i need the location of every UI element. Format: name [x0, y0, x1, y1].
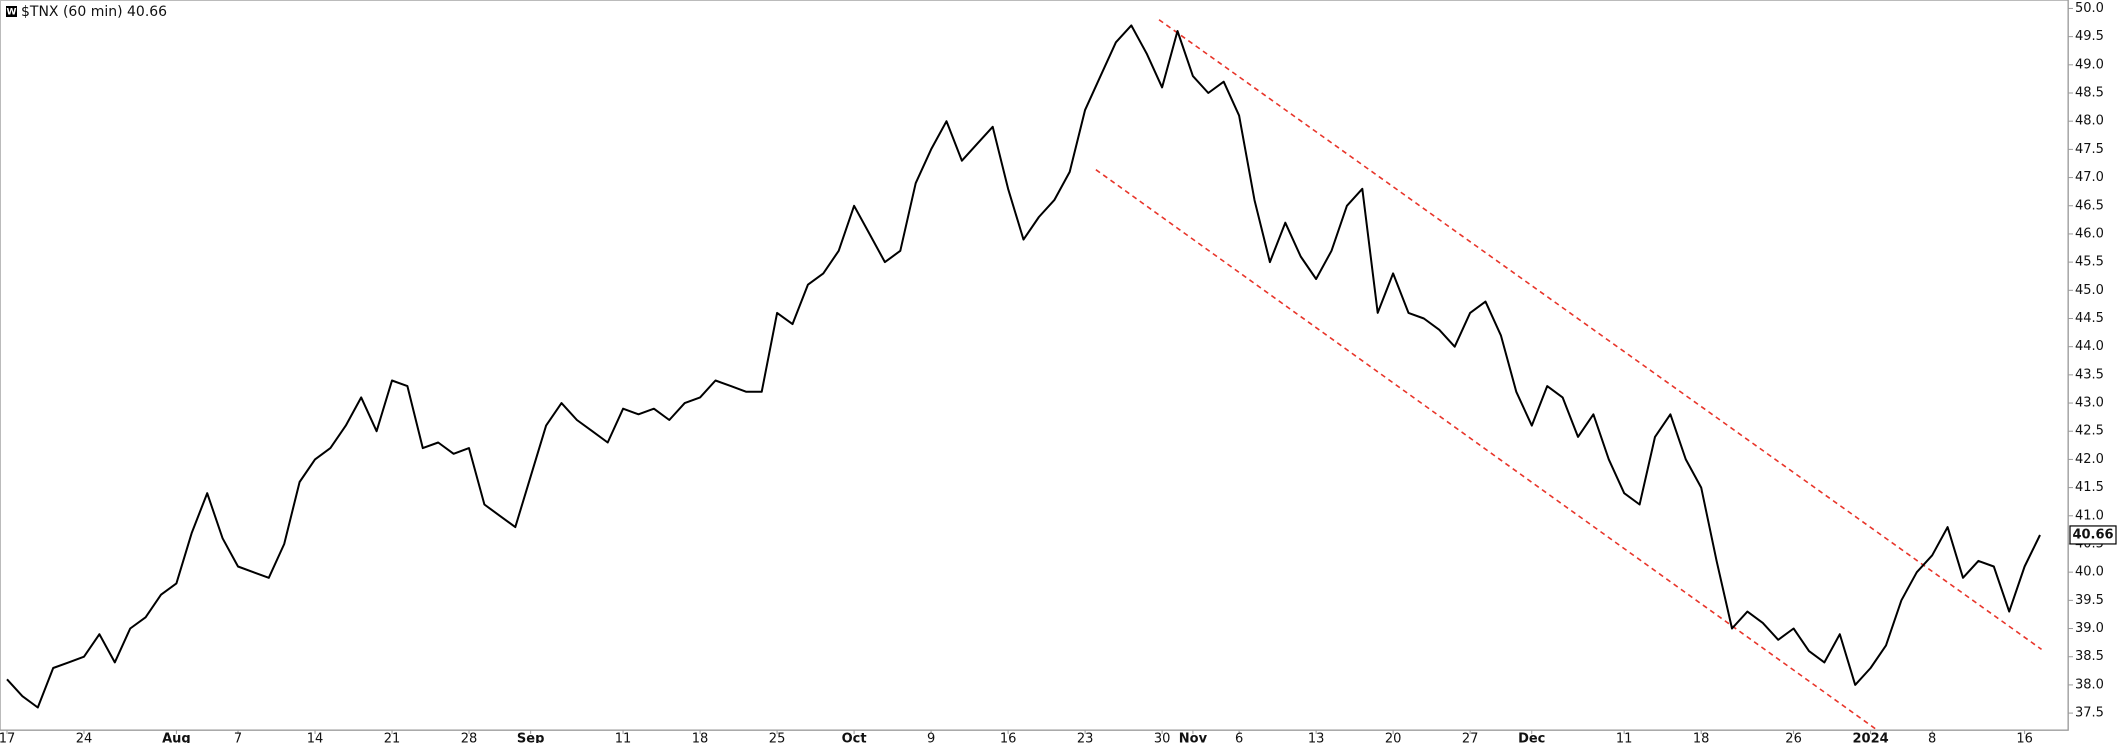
- chart-title: $TNX (60 min) 40.66: [21, 4, 167, 20]
- plot-frame: [0, 0, 2069, 731]
- x-tick-label: 28: [461, 732, 478, 743]
- x-tick-label: 21: [384, 732, 401, 743]
- x-tick-label: 27: [1462, 732, 1479, 743]
- x-tick-label: 30: [1154, 732, 1171, 743]
- y-tick-label: 40.0: [2075, 565, 2104, 580]
- trendline: [1158, 19, 2043, 651]
- y-tick-label: 44.0: [2075, 339, 2104, 354]
- x-tick-label: 23: [1077, 732, 1094, 743]
- y-tick-label: 39.5: [2075, 593, 2104, 608]
- x-tick-label: 18: [1693, 732, 1710, 743]
- x-tick-label: 24: [76, 732, 93, 743]
- y-tick-label: 49.0: [2075, 57, 2104, 72]
- y-tick-label: 50.0: [2075, 1, 2104, 16]
- y-tick-label: 37.5: [2075, 706, 2104, 721]
- x-tick-label: 14: [307, 732, 324, 743]
- last-price-label: 40.66: [2072, 527, 2113, 542]
- x-tick-label: Aug: [162, 732, 191, 743]
- y-tick-label: 42.5: [2075, 424, 2104, 439]
- y-tick-label: 38.5: [2075, 649, 2104, 664]
- x-tick-label: 16: [1000, 732, 1017, 743]
- x-tick-label: 8: [1928, 732, 1936, 743]
- x-tick-label: 2024: [1852, 732, 1888, 743]
- x-tick-label: 16: [2016, 732, 2033, 743]
- y-tick-label: 43.0: [2075, 396, 2104, 411]
- y-tick-label: 41.5: [2075, 480, 2104, 495]
- x-tick-label: 11: [1616, 732, 1633, 743]
- y-tick-label: 39.0: [2075, 621, 2104, 636]
- y-tick-label: 46.5: [2075, 198, 2104, 213]
- plot-area: [6, 19, 2043, 730]
- x-tick-label: Oct: [842, 732, 867, 743]
- x-tick-label: 13: [1308, 732, 1325, 743]
- x-tick-label: 7: [234, 732, 242, 743]
- x-tick-label: Dec: [1518, 732, 1545, 743]
- y-tick-label: 47.5: [2075, 142, 2104, 157]
- y-tick-label: 49.5: [2075, 29, 2104, 44]
- y-tick-label: 44.5: [2075, 311, 2104, 326]
- svg-text:W: W: [7, 8, 17, 18]
- x-tick-label: 6: [1235, 732, 1243, 743]
- y-tick-label: 48.5: [2075, 86, 2104, 101]
- x-tick-label: 9: [927, 732, 935, 743]
- x-tick-label: 11: [615, 732, 632, 743]
- x-tick-label: 18: [692, 732, 709, 743]
- x-tick-label: 26: [1785, 732, 1802, 743]
- y-tick-label: 38.0: [2075, 677, 2104, 692]
- y-tick-label: 42.0: [2075, 452, 2104, 467]
- price-line: [6, 24, 2041, 709]
- logo-icon: W: [6, 6, 17, 18]
- y-tick-label: 47.0: [2075, 170, 2104, 185]
- x-tick-label: 25: [769, 732, 786, 743]
- x-tick-label: Nov: [1179, 732, 1208, 743]
- y-tick-label: 41.0: [2075, 508, 2104, 523]
- y-tick-label: 45.5: [2075, 255, 2104, 270]
- y-tick-label: 46.0: [2075, 226, 2104, 241]
- x-tick-label: 17: [0, 732, 15, 743]
- x-tick-label: Sep: [517, 732, 545, 743]
- y-tick-label: 48.0: [2075, 114, 2104, 129]
- trendline: [1095, 169, 1879, 730]
- y-tick-label: 45.0: [2075, 283, 2104, 298]
- y-tick-label: 43.5: [2075, 367, 2104, 382]
- x-tick-label: 20: [1385, 732, 1402, 743]
- last-price-box: [2069, 525, 2117, 545]
